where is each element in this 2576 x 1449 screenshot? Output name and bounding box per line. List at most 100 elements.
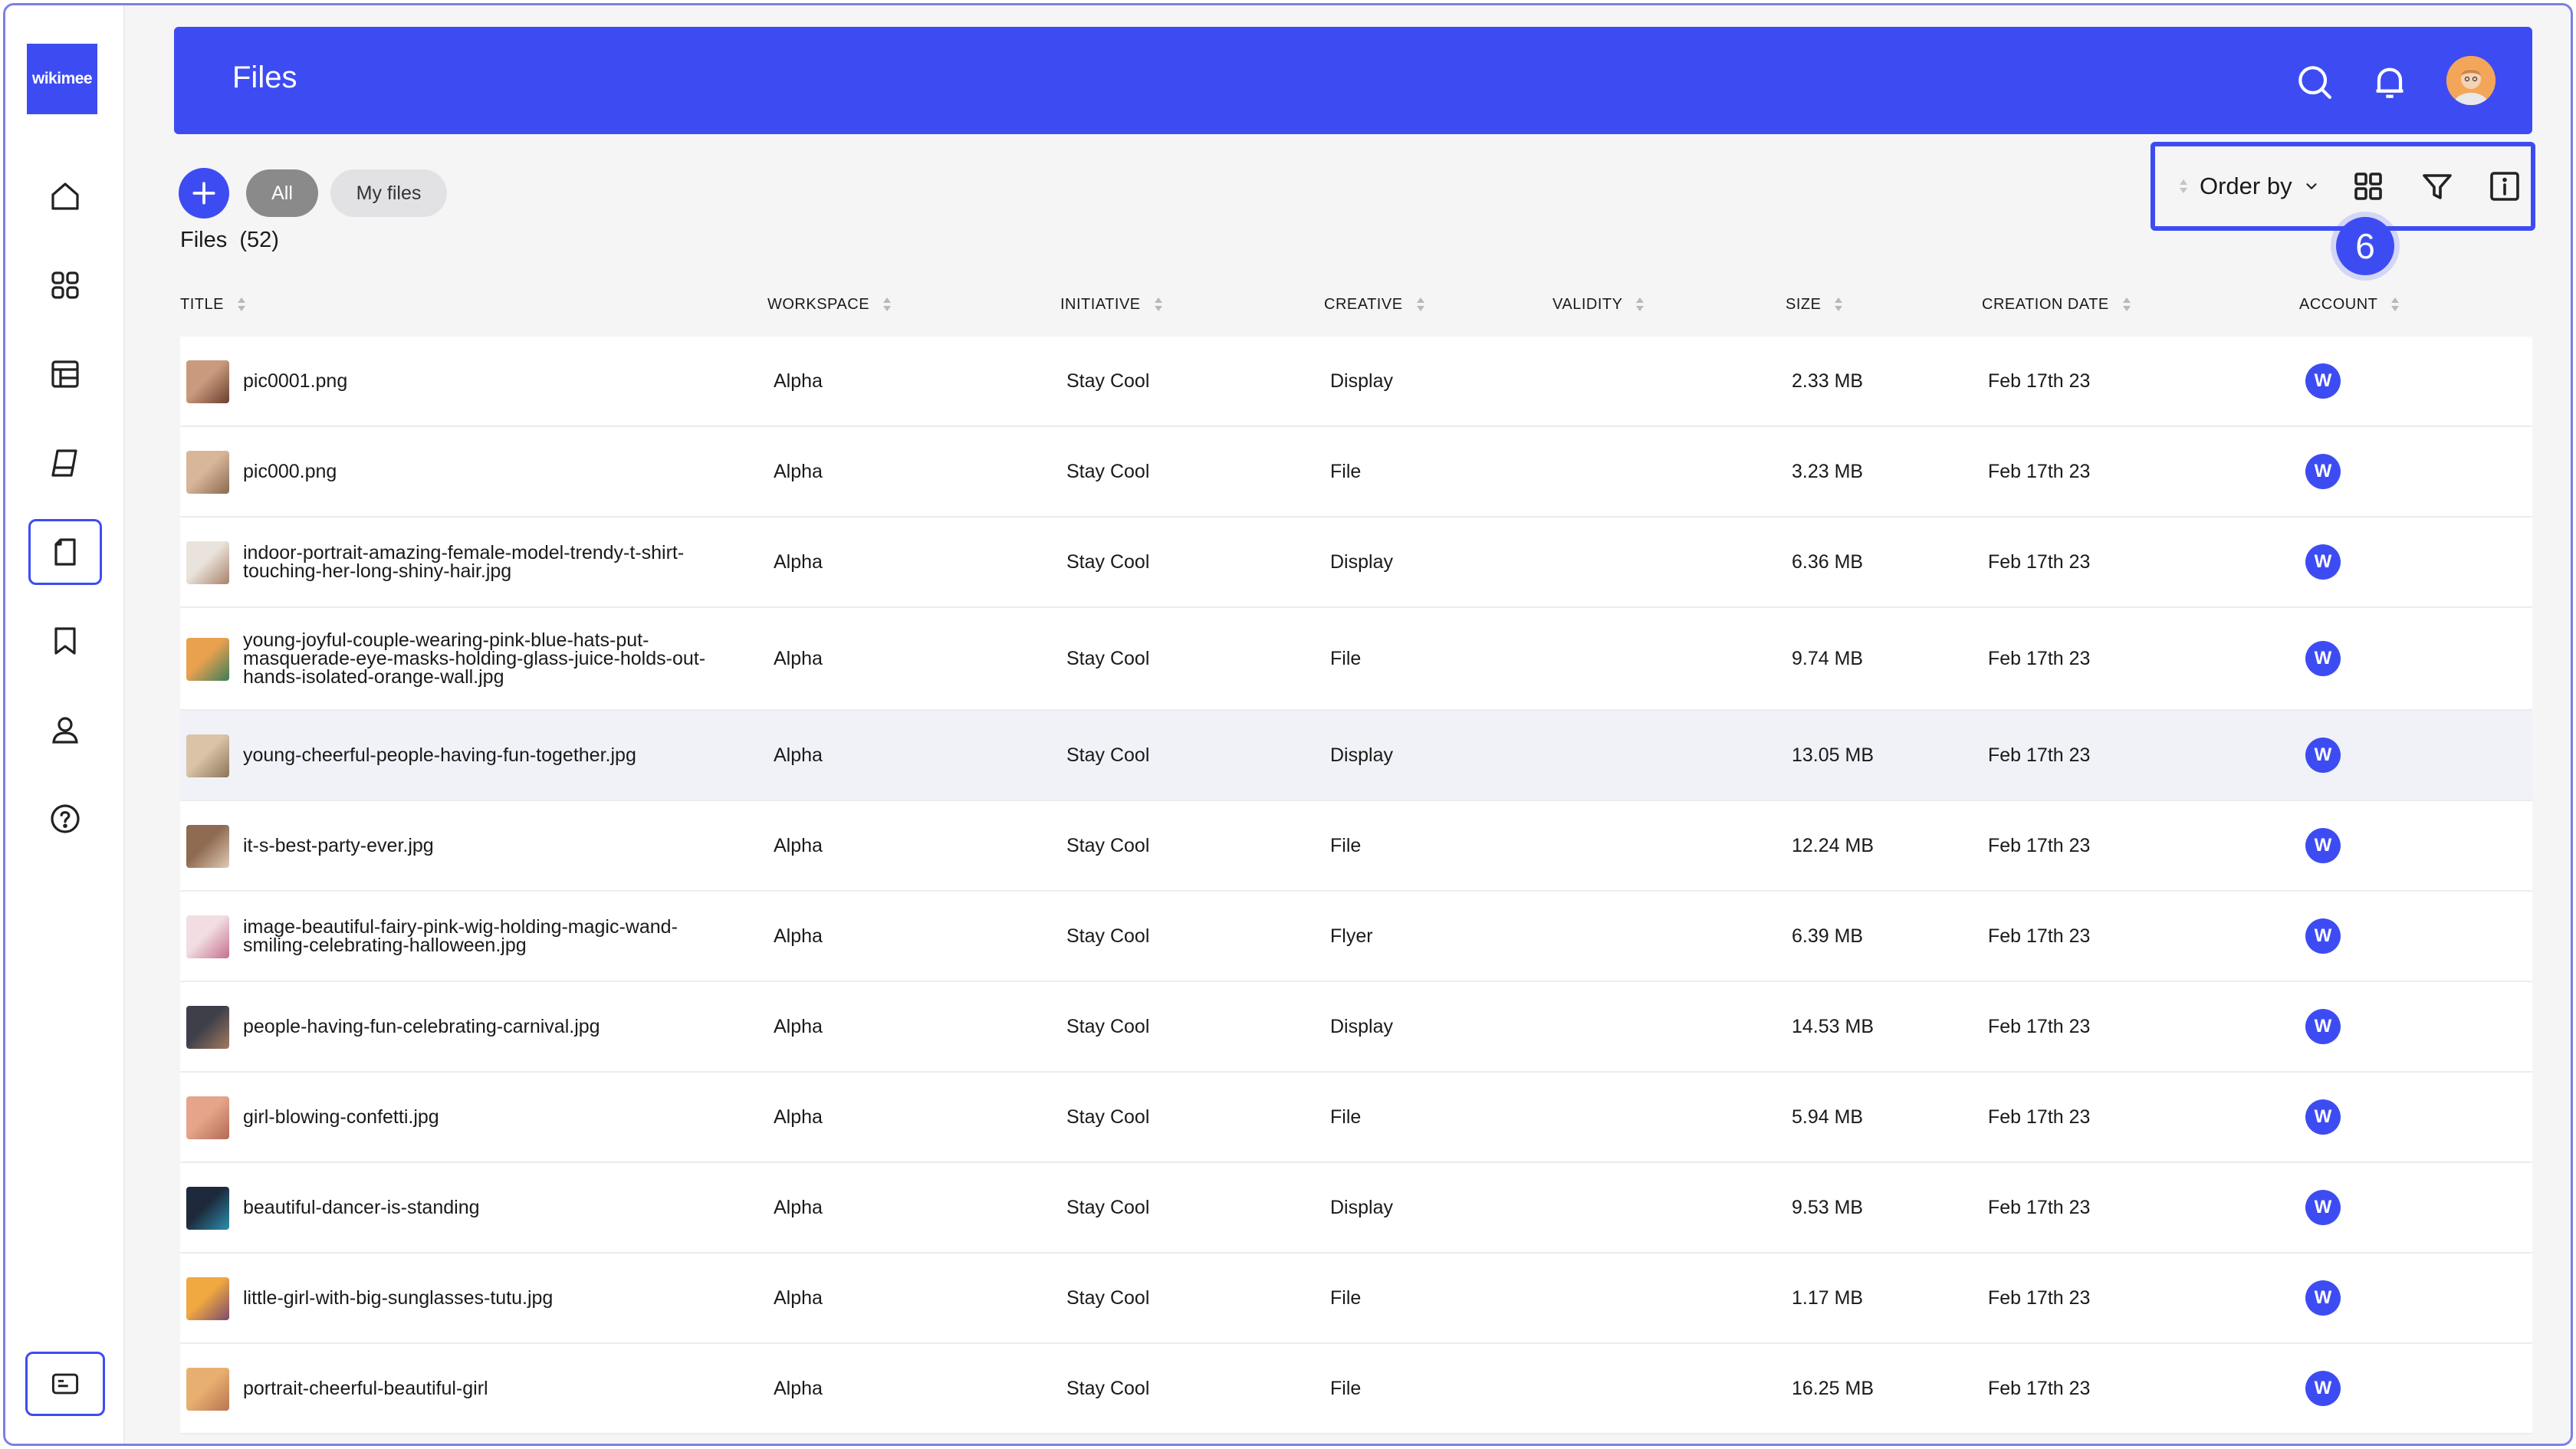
account-badge[interactable]: W	[2305, 641, 2341, 676]
add-file-button[interactable]	[179, 168, 229, 219]
user-icon	[52, 717, 78, 744]
cell-size: 3.23 MB	[1792, 460, 1864, 482]
file-thumbnail[interactable]	[186, 1006, 229, 1049]
file-title[interactable]: image-beautiful-fairy-pink-wig-holding-m…	[243, 892, 764, 981]
file-title[interactable]: beautiful-dancer-is-standing	[243, 1163, 764, 1252]
sort-icon	[2391, 297, 2400, 311]
table-row[interactable]: pic000.png Alpha Stay Cool File 3.23 MB Feb 1…	[180, 427, 2532, 518]
filter-icon[interactable]	[2419, 168, 2456, 205]
sidebar-bottom-button[interactable]	[25, 1352, 105, 1416]
account-badge[interactable]: W	[2305, 918, 2341, 954]
file-thumbnail[interactable]	[186, 1277, 229, 1320]
cell-size: 14.53 MB	[1792, 1015, 1875, 1037]
avatar[interactable]	[2446, 56, 2496, 105]
info-icon[interactable]	[2486, 168, 2523, 205]
filter-my-files-button[interactable]: My files	[330, 169, 447, 217]
column-label: TITLE	[180, 295, 224, 313]
file-title[interactable]: little-girl-with-big-sunglasses-tutu.jpg	[243, 1254, 764, 1342]
sidebar-item-layouts[interactable]	[28, 341, 102, 407]
file-thumbnail[interactable]	[186, 451, 229, 494]
search-icon[interactable]	[2293, 61, 2336, 104]
file-title[interactable]: young-joyful-couple-wearing-pink-blue-ha…	[243, 608, 764, 709]
file-title-line: smiling-celebrating-halloween.jpg	[243, 935, 527, 956]
sidebar-item-home[interactable]	[28, 163, 102, 229]
table-row[interactable]: girl-blowing-confetti.jpg Alpha Stay Cool F…	[180, 1073, 2532, 1163]
account-badge[interactable]: W	[2305, 1280, 2341, 1316]
file-thumbnail[interactable]	[186, 1187, 229, 1230]
column-header-title[interactable]: TITLE	[180, 295, 247, 314]
file-thumbnail[interactable]	[186, 1096, 229, 1139]
sidebar-item-account[interactable]	[28, 697, 102, 763]
avatar-face-icon	[2446, 56, 2496, 105]
order-by-dropdown[interactable]: Order by	[2178, 169, 2320, 203]
cell-initiative: Stay Cool	[1066, 647, 1150, 669]
account-badge[interactable]: W	[2305, 828, 2341, 863]
cell-initiative: Stay Cool	[1066, 370, 1150, 392]
file-title[interactable]: girl-blowing-confetti.jpg	[243, 1073, 764, 1162]
step-badge: 6	[2336, 217, 2394, 275]
column-header-creation-date[interactable]: CREATION DATE	[1982, 295, 2132, 314]
filter-all-button[interactable]: All	[246, 169, 318, 217]
file-title[interactable]: people-having-fun-celebrating-carnival.j…	[243, 982, 764, 1071]
file-thumbnail[interactable]	[186, 734, 229, 777]
brand-logo[interactable]: wikimee	[27, 44, 97, 114]
cell-account: W	[2305, 801, 2341, 890]
account-badge[interactable]: W	[2305, 1371, 2341, 1406]
file-title[interactable]: indoor-portrait-amazing-female-model-tre…	[243, 518, 764, 606]
table-row[interactable]: image-beautiful-fairy-pink-wig-holding-m…	[180, 892, 2532, 982]
sidebar-item-files[interactable]	[28, 519, 102, 585]
sidebar-item-dashboard[interactable]	[28, 252, 102, 318]
account-badge[interactable]: W	[2305, 363, 2341, 399]
file-title[interactable]: young-cheerful-people-having-fun-togethe…	[243, 711, 764, 800]
file-thumbnail[interactable]	[186, 541, 229, 584]
file-title[interactable]: pic0001.png	[243, 337, 764, 426]
file-thumbnail[interactable]	[186, 360, 229, 403]
grid-view-icon[interactable]	[2350, 168, 2387, 205]
table-row[interactable]: pic0001.png Alpha Stay Cool Display 2.33 MB F…	[180, 337, 2532, 427]
table-row[interactable]: portrait-cheerful-beautiful-girl Alpha Sta…	[180, 1344, 2532, 1434]
table-row[interactable]: indoor-portrait-amazing-female-model-tre…	[180, 518, 2532, 608]
table-row[interactable]: it-s-best-party-ever.jpg Alpha Stay Cool Fi…	[180, 801, 2532, 892]
file-title[interactable]: it-s-best-party-ever.jpg	[243, 801, 764, 890]
column-header-validity[interactable]: VALIDITY	[1552, 295, 1645, 314]
cell-workspace: Alpha	[774, 1377, 823, 1399]
sidebar-item-stacks[interactable]	[28, 430, 102, 496]
column-header-size[interactable]: SIZE	[1786, 295, 1844, 314]
cell-initiative: Stay Cool	[1066, 550, 1150, 573]
sidebar-item-help[interactable]	[28, 786, 102, 852]
file-thumbnail[interactable]	[186, 1368, 229, 1411]
column-header-workspace[interactable]: WORKSPACE	[767, 295, 892, 314]
cell-size: 6.36 MB	[1792, 550, 1864, 573]
column-header-creative[interactable]: CREATIVE	[1324, 295, 1426, 314]
sidebar-item-bookmarks[interactable]	[28, 608, 102, 674]
account-badge[interactable]: W	[2305, 544, 2341, 580]
table-row[interactable]: beautiful-dancer-is-standing Alpha Stay Co…	[180, 1163, 2532, 1254]
column-header-initiative[interactable]: INITIATIVE	[1060, 295, 1164, 314]
file-thumbnail[interactable]	[186, 638, 229, 681]
bell-icon[interactable]	[2368, 61, 2411, 104]
file-title-line: pic0001.png	[243, 370, 348, 392]
account-badge[interactable]: W	[2305, 454, 2341, 489]
column-header-account[interactable]: ACCOUNT	[2299, 295, 2400, 314]
account-badge[interactable]: W	[2305, 1009, 2341, 1044]
account-badge[interactable]: W	[2305, 1190, 2341, 1225]
cell-workspace: Alpha	[774, 925, 823, 947]
table-row[interactable]: young-joyful-couple-wearing-pink-blue-ha…	[180, 608, 2532, 711]
account-badge[interactable]: W	[2305, 1099, 2341, 1135]
bookmark-icon	[54, 627, 76, 655]
cell-initiative: Stay Cool	[1066, 744, 1150, 766]
table-row[interactable]: young-cheerful-people-having-fun-togethe…	[180, 711, 2532, 801]
cell-size: 16.25 MB	[1792, 1377, 1875, 1399]
sort-icon	[1154, 297, 1162, 311]
table-row[interactable]: people-having-fun-celebrating-carnival.j…	[180, 982, 2532, 1073]
sort-icon	[883, 297, 892, 311]
account-badge[interactable]: W	[2305, 738, 2341, 773]
file-thumbnail[interactable]	[186, 915, 229, 958]
cell-workspace: Alpha	[774, 1196, 823, 1218]
file-title[interactable]: pic000.png	[243, 427, 764, 516]
file-title[interactable]: portrait-cheerful-beautiful-girl	[243, 1344, 764, 1433]
cell-creative: Display	[1330, 1015, 1393, 1037]
cell-account: W	[2305, 1254, 2341, 1342]
file-thumbnail[interactable]	[186, 825, 229, 868]
table-row[interactable]: little-girl-with-big-sunglasses-tutu.jpg…	[180, 1254, 2532, 1344]
